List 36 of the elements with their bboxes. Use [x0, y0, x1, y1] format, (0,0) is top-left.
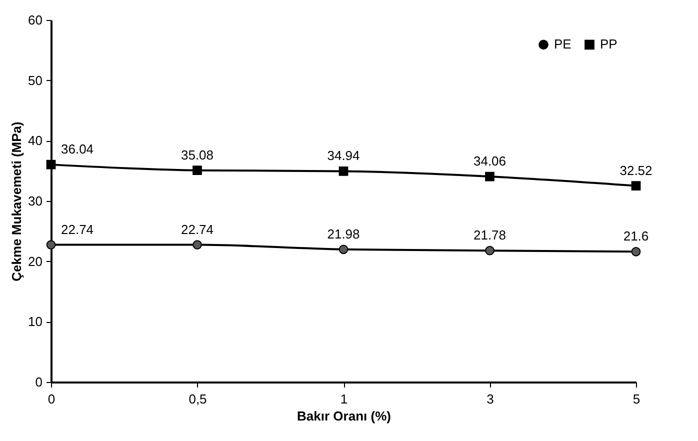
point [46, 160, 56, 170]
x-tick-label: 0 [48, 392, 56, 406]
point [192, 166, 202, 176]
data-label: 22.74 [180, 222, 214, 237]
y-tick-label: 10 [28, 314, 42, 330]
point [338, 166, 348, 176]
x-tick-label: 1 [340, 392, 348, 406]
y-tick-label: 50 [28, 72, 42, 88]
point [338, 244, 348, 254]
legend-label: PE [554, 36, 572, 52]
legend-label: PP [600, 36, 618, 52]
y-tick-label: 30 [28, 194, 42, 208]
point [485, 172, 494, 182]
data-label: 36.04 [61, 142, 94, 157]
y-tick-label: 20 [28, 254, 42, 269]
point [192, 240, 202, 250]
y-tick-label: 40 [28, 133, 42, 148]
data-label: 21.6 [623, 228, 649, 244]
data-label: 32.52 [620, 162, 652, 178]
x-tick-label: 3 [486, 392, 494, 406]
point [631, 181, 641, 190]
data-label: 21.78 [473, 228, 506, 243]
data-label: 35.08 [180, 147, 214, 162]
y-tick-label: 60 [28, 12, 42, 28]
point [631, 247, 641, 256]
x-tick-label: 0,5 [188, 392, 207, 406]
point [46, 240, 56, 250]
data-label: 34.06 [473, 154, 506, 169]
data-label: 22.74 [61, 222, 94, 237]
x-tick-label: 5 [632, 392, 640, 406]
y-tick-label: 0 [35, 374, 42, 390]
data-label: 34.94 [327, 148, 360, 164]
point [485, 246, 494, 256]
x-axis-title: Bakır Oranı (%) [297, 408, 391, 424]
data-label: 21.98 [327, 226, 360, 242]
y-axis-title: Çekme Mukavemeti (MPa) [9, 122, 24, 282]
